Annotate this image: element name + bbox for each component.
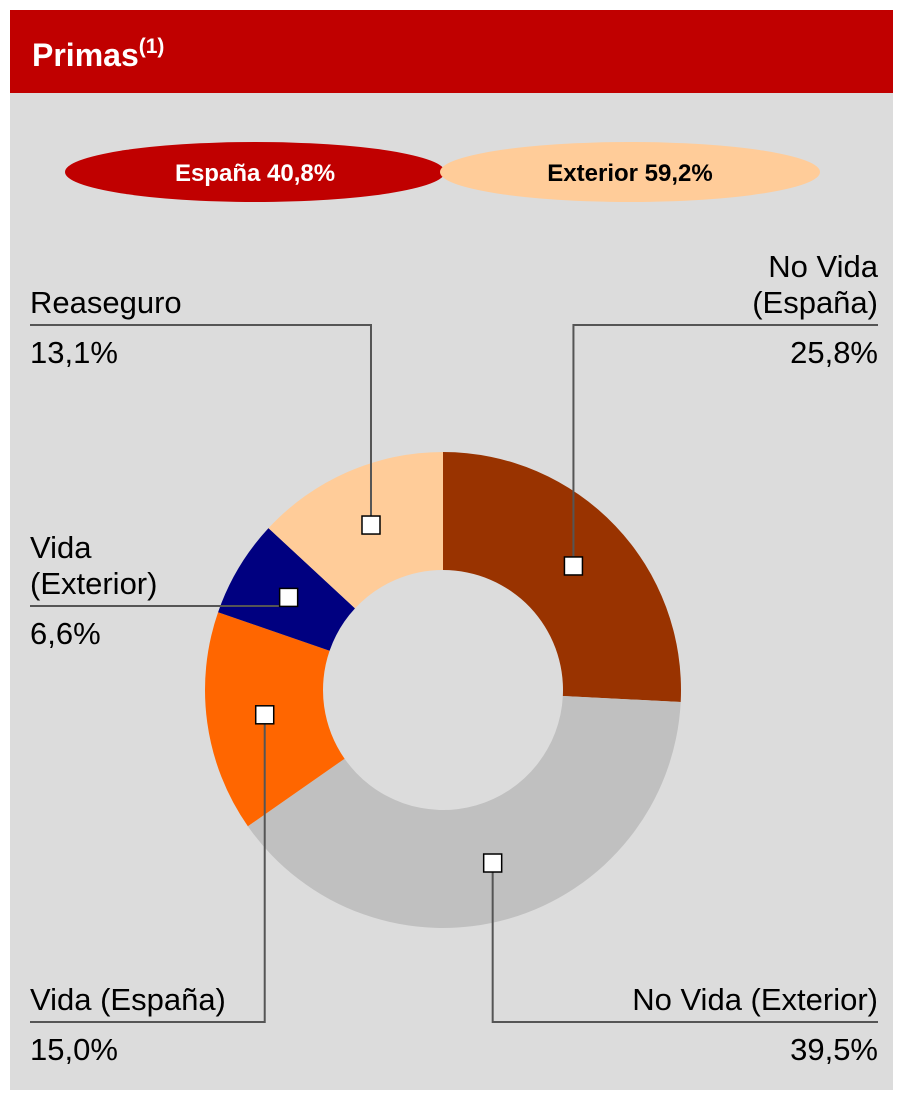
value-label: 6,6%: [30, 616, 101, 651]
category-label: No Vida (España): [752, 249, 878, 320]
donut-slice: [268, 452, 443, 609]
value-label: 39,5%: [790, 1032, 878, 1067]
category-label: Vida (España): [30, 982, 226, 1017]
group-label: Exterior 59,2%: [547, 160, 712, 187]
slice-marker: [254, 705, 275, 725]
title-note: (1): [139, 35, 165, 58]
leader-line: [491, 863, 878, 1023]
group-label: España 40,8%: [175, 160, 335, 187]
category-label: Vida (Exterior): [30, 530, 158, 601]
donut-slice: [247, 696, 681, 929]
slice-marker: [563, 556, 584, 576]
group-pill: [65, 142, 445, 202]
value-label: 13,1%: [30, 335, 118, 370]
group-pill: [440, 142, 820, 202]
slice-marker: [278, 587, 299, 608]
category-label: Reaseguro: [30, 285, 182, 320]
slice-marker: [361, 515, 381, 535]
category-label: No Vida (Exterior): [632, 982, 878, 1017]
leader-line: [30, 714, 266, 1023]
donut-slice: [204, 612, 345, 827]
title-text: Primas: [32, 37, 139, 73]
slice-marker: [482, 853, 503, 873]
leader-line: [572, 324, 878, 566]
donut-slice: [443, 452, 681, 702]
chart-title: Primas(1): [32, 35, 164, 73]
value-label: 25,8%: [790, 335, 878, 370]
leader-line: [30, 324, 372, 526]
header: [10, 10, 893, 93]
value-label: 15,0%: [30, 1032, 118, 1067]
